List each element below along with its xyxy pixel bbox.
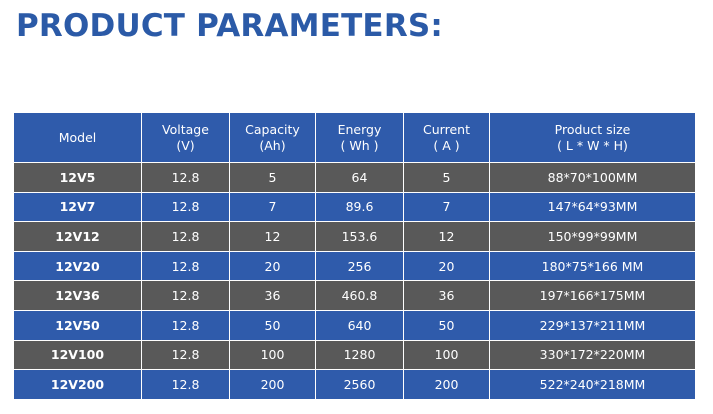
header-capacity-unit: (Ah) [259, 137, 286, 153]
voltage-cell: 12.8 [141, 250, 230, 282]
table-row: 12V200 12.8 200 2560 200 522*240*218MM [13, 369, 696, 400]
table-row: 12V50 12.8 50 640 50 229*137*211MM [13, 309, 696, 341]
voltage-cell: 12.8 [141, 280, 230, 311]
header-energy-label: Energy [337, 121, 382, 137]
page-title: PRODUCT PARAMETERS: [16, 8, 444, 44]
model-cell: 12V50 [13, 309, 142, 341]
voltage-cell: 12.8 [141, 162, 230, 193]
table-row: 12V5 12.8 5 64 5 88*70*100MM [13, 162, 696, 193]
header-product-size-unit: ( L * W * H) [557, 137, 628, 153]
voltage-cell: 12.8 [141, 339, 230, 371]
capacity-cell: 100 [229, 339, 316, 371]
header-energy-unit: ( Wh ) [340, 137, 379, 153]
product-parameters-table: Model Voltage (V) Capacity (Ah) Energy (… [13, 112, 696, 400]
size-cell: 522*240*218MM [489, 369, 696, 400]
model-cell: 12V20 [13, 250, 142, 282]
header-product-size: Product size ( L * W * H) [489, 112, 696, 163]
header-voltage-label: Voltage [162, 121, 209, 137]
voltage-cell: 12.8 [141, 369, 230, 400]
current-cell: 20 [403, 250, 490, 282]
energy-cell: 2560 [315, 369, 404, 400]
capacity-cell: 200 [229, 369, 316, 400]
energy-cell: 153.6 [315, 221, 404, 252]
header-voltage: Voltage (V) [141, 112, 230, 163]
current-cell: 12 [403, 221, 490, 252]
header-product-size-label: Product size [554, 121, 631, 137]
capacity-cell: 7 [229, 191, 316, 223]
header-model-label: Model [58, 129, 97, 145]
header-energy: Energy ( Wh ) [315, 112, 404, 163]
model-cell: 12V12 [13, 221, 142, 252]
size-cell: 197*166*175MM [489, 280, 696, 311]
size-cell: 150*99*99MM [489, 221, 696, 252]
model-cell: 12V7 [13, 191, 142, 223]
energy-cell: 256 [315, 250, 404, 282]
table-row: 12V7 12.8 7 89.6 7 147*64*93MM [13, 191, 696, 223]
header-model: Model [13, 112, 142, 163]
current-cell: 7 [403, 191, 490, 223]
header-voltage-unit: (V) [176, 137, 195, 153]
capacity-cell: 12 [229, 221, 316, 252]
model-cell: 12V5 [13, 162, 142, 193]
header-row: Model Voltage (V) Capacity (Ah) Energy (… [13, 112, 696, 163]
header-current: Current ( A ) [403, 112, 490, 163]
table-row: 12V20 12.8 20 256 20 180*75*166 MM [13, 250, 696, 282]
voltage-cell: 12.8 [141, 309, 230, 341]
current-cell: 50 [403, 309, 490, 341]
size-cell: 147*64*93MM [489, 191, 696, 223]
table-row: 12V100 12.8 100 1280 100 330*172*220MM [13, 339, 696, 371]
header-current-unit: ( A ) [433, 137, 460, 153]
size-cell: 229*137*211MM [489, 309, 696, 341]
energy-cell: 1280 [315, 339, 404, 371]
model-cell: 12V36 [13, 280, 142, 311]
size-cell: 88*70*100MM [489, 162, 696, 193]
energy-cell: 89.6 [315, 191, 404, 223]
energy-cell: 640 [315, 309, 404, 341]
capacity-cell: 36 [229, 280, 316, 311]
current-cell: 5 [403, 162, 490, 193]
energy-cell: 64 [315, 162, 404, 193]
current-cell: 100 [403, 339, 490, 371]
model-cell: 12V100 [13, 339, 142, 371]
capacity-cell: 20 [229, 250, 316, 282]
header-capacity: Capacity (Ah) [229, 112, 316, 163]
capacity-cell: 5 [229, 162, 316, 193]
table-row: 12V12 12.8 12 153.6 12 150*99*99MM [13, 221, 696, 252]
header-capacity-label: Capacity [245, 121, 300, 137]
voltage-cell: 12.8 [141, 191, 230, 223]
capacity-cell: 50 [229, 309, 316, 341]
current-cell: 200 [403, 369, 490, 400]
size-cell: 180*75*166 MM [489, 250, 696, 282]
voltage-cell: 12.8 [141, 221, 230, 252]
model-cell: 12V200 [13, 369, 142, 400]
current-cell: 36 [403, 280, 490, 311]
energy-cell: 460.8 [315, 280, 404, 311]
table-row: 12V36 12.8 36 460.8 36 197*166*175MM [13, 280, 696, 311]
size-cell: 330*172*220MM [489, 339, 696, 371]
header-current-label: Current [423, 121, 470, 137]
